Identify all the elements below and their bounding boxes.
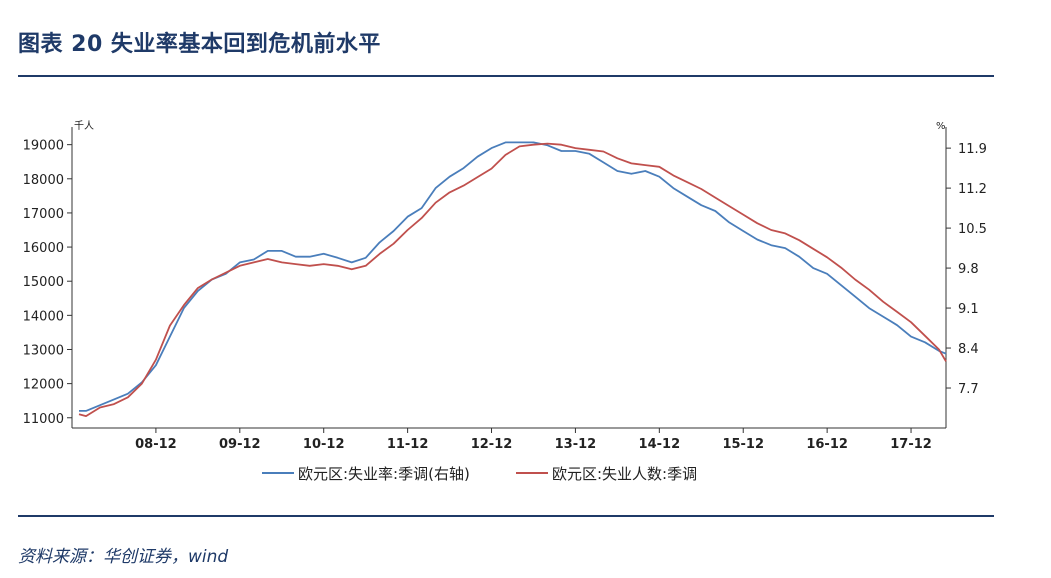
series-line-1 [79, 141, 947, 412]
x-tick-label: 13-12 [555, 437, 597, 452]
left-tick-label: 17000 [23, 207, 64, 222]
right-axis-unit: % [936, 121, 946, 132]
right-tick-label: 9.8 [958, 262, 979, 277]
x-tick-label: 14-12 [639, 437, 681, 452]
source-note: 资料来源：华创证券，wind [18, 547, 229, 567]
left-tick-label: 13000 [23, 343, 64, 358]
left-tick-label: 11000 [23, 412, 64, 427]
left-tick-label: 16000 [23, 241, 64, 256]
right-tick-label: 9.1 [958, 302, 979, 317]
axes: 千人 % 19000 18000 17000 16000 15000 14000 13000 12… [23, 120, 987, 452]
top-divider [18, 75, 994, 77]
left-tick-label: 18000 [23, 173, 64, 188]
left-axis-unit: 千人 [74, 120, 94, 132]
chart-title: 图表 20 失业率基本回到危机前水平 [18, 32, 381, 57]
right-tick-label: 10.5 [958, 222, 987, 237]
x-tick-label: 12-12 [471, 437, 513, 452]
legend-label-1: 欧元区:失业率:季调(右轴) [298, 465, 470, 483]
right-tick-label: 11.2 [958, 182, 987, 197]
right-tick-label: 7.7 [958, 382, 979, 397]
left-tick-label: 15000 [23, 275, 64, 290]
x-tick-label: 08-12 [135, 437, 177, 452]
left-tick-label: 12000 [23, 378, 64, 393]
left-tick-label: 19000 [23, 139, 64, 154]
x-tick-label: 16-12 [806, 437, 848, 452]
x-tick-label: 10-12 [303, 437, 345, 452]
right-tick-label: 8.4 [958, 342, 979, 357]
x-tick-label: 17-12 [890, 437, 932, 452]
right-tick-label: 11.9 [958, 142, 987, 157]
series-lines [78, 141, 947, 418]
legend: 欧元区:失业率:季调(右轴) 欧元区:失业人数:季调 [262, 465, 697, 483]
x-tick-label: 09-12 [219, 437, 261, 452]
x-tick-label: 11-12 [387, 437, 429, 452]
bottom-divider [18, 515, 994, 517]
legend-label-2: 欧元区:失业人数:季调 [552, 465, 697, 483]
x-tick-label: 15-12 [722, 437, 764, 452]
series-line-2 [78, 142, 947, 418]
left-tick-label: 14000 [23, 309, 64, 324]
